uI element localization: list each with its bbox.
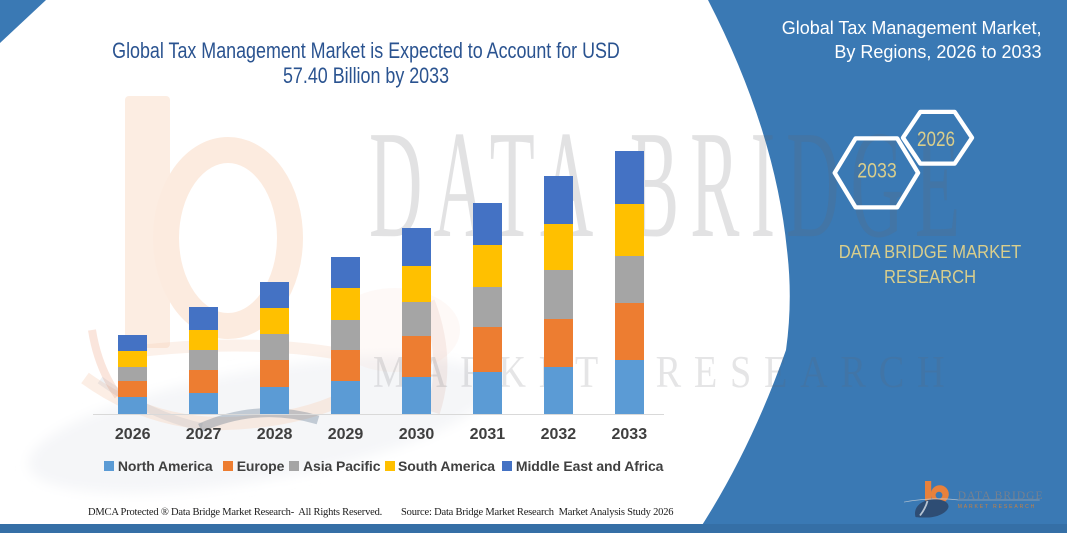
svg-text:2033: 2033 <box>857 159 897 182</box>
svg-text:2026: 2026 <box>917 128 955 151</box>
svg-text:DATA BRIDGE: DATA BRIDGE <box>958 490 1044 502</box>
svg-text:MARKET RESEARCH: MARKET RESEARCH <box>958 504 1036 510</box>
